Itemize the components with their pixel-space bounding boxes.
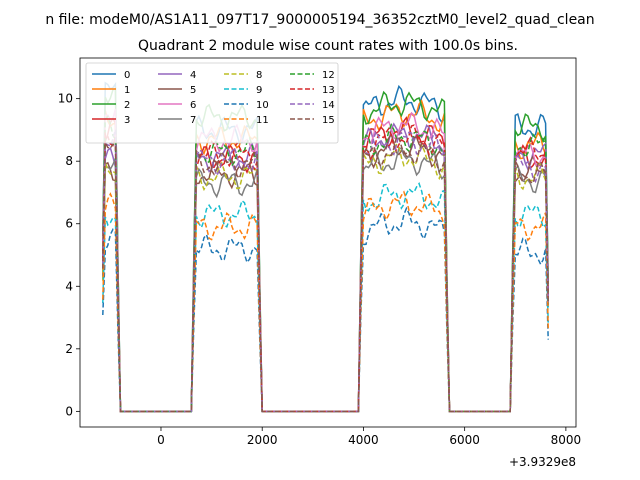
legend-label: 13 [322,85,335,96]
legend-label: 4 [190,70,196,81]
legend-label: 8 [256,70,262,81]
x-axis: 0 2000 4000 6000 8000 [157,427,581,447]
chart-title: Quadrant 2 module wise count rates with … [138,38,518,54]
legend-box [85,62,339,144]
legend-label: 10 [256,100,269,111]
legend-label: 5 [190,85,196,96]
y-tick-label: 10 [58,92,73,106]
legend-label: 14 [322,100,335,111]
legend-label: 9 [256,85,262,96]
y-tick-label: 4 [65,279,73,293]
legend-label: 7 [190,115,196,126]
legend-label: 6 [190,100,196,111]
x-tick-label: 6000 [449,433,480,447]
y-axis: 0 2 4 6 8 10 [58,92,80,418]
series-layer [102,81,549,413]
figure-suptitle: n file: modeM0/AS1A11_097T17_9000005194_… [45,12,594,28]
series-line-15 [102,136,549,413]
x-tick-label: 4000 [348,433,379,447]
legend-label: 1 [124,85,130,96]
y-tick-label: 6 [65,217,73,231]
y-tick-label: 8 [65,154,73,168]
x-tick-label: 8000 [551,433,582,447]
legend-label: 12 [322,70,335,81]
plot-frame [79,57,577,428]
legend-label: 11 [256,115,269,126]
y-tick-label: 0 [65,404,73,418]
x-tick-label: 0 [157,433,165,447]
legend-label: 2 [124,100,130,111]
legend-label: 3 [124,115,130,126]
x-offset-text: +3.9329e8 [509,455,576,469]
x-tick-label: 2000 [247,433,278,447]
legend-label: 0 [124,70,130,81]
y-tick-label: 2 [65,342,73,356]
legend-label: 15 [322,115,335,126]
